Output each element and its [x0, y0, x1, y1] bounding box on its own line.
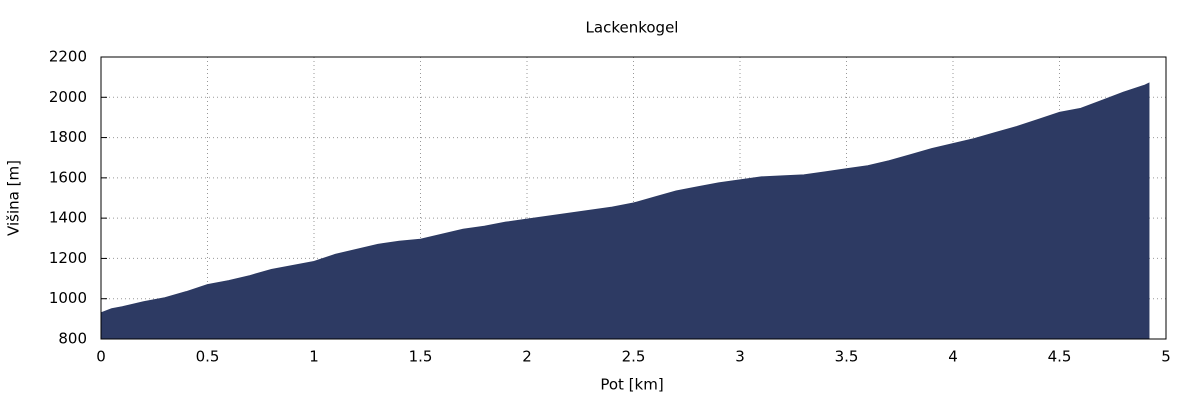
y-axis-label: Višina [m] [5, 160, 23, 236]
x-tick-label: 1 [309, 348, 319, 366]
plot-frame [100, 56, 1167, 340]
y-tick-label: 1600 [49, 168, 87, 186]
x-tick-label: 4.5 [1048, 348, 1072, 366]
x-tick-label: 2 [522, 348, 532, 366]
x-tick-label: 3.5 [835, 348, 859, 366]
y-tick-label: 2000 [49, 88, 87, 106]
area [100, 82, 1150, 340]
y-tick-label: 800 [58, 330, 87, 348]
x-tick-label: 4 [948, 348, 958, 366]
x-axis-label: Pot [km] [600, 376, 663, 394]
x-tick-label: 0 [96, 348, 106, 366]
x-tick-label: 1.5 [409, 348, 433, 366]
x-tick-label: 2.5 [622, 348, 646, 366]
y-tick-label: 1400 [49, 209, 87, 227]
chart-title: Lackenkogel [586, 19, 679, 37]
y-tick-label: 1800 [49, 128, 87, 146]
x-tick-label: 3 [735, 348, 745, 366]
x-tick-label: 0.5 [196, 348, 220, 366]
y-tick-label: 2200 [49, 48, 87, 66]
x-tick-label: 5 [1161, 348, 1171, 366]
y-tick-label: 1200 [49, 249, 87, 267]
y-tick-label: 1000 [49, 289, 87, 307]
